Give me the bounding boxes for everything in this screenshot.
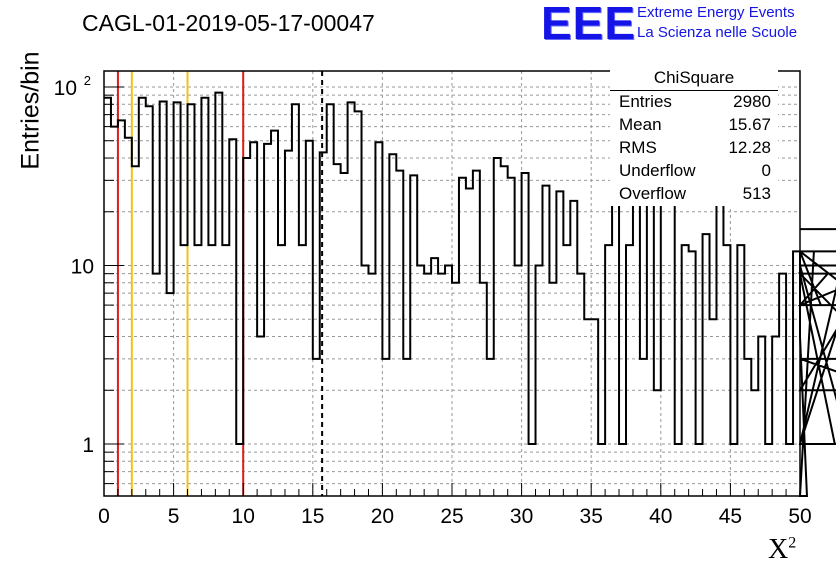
stats-box: ChiSquare Entries 2980 Mean 15.67 RMS 12.28… [610, 68, 778, 206]
y-tick-label-exponent: 2 [84, 73, 91, 88]
stats-value: 513 [742, 184, 771, 203]
histogram-outline [104, 91, 836, 497]
stats-row-mean: Mean 15.67 [619, 115, 771, 135]
stats-label: Entries [619, 92, 672, 111]
stats-title: ChiSquare [653, 68, 735, 87]
axis-ticks: 0 5 10 15 20 25 30 35 40 45 50 1 10 10 2 [54, 73, 812, 528]
stats-label: Underflow [619, 161, 696, 180]
chart-title: CAGL-01-2019-05-17-00047 [82, 10, 375, 36]
stats-value: 15.67 [728, 115, 771, 134]
stats-row-overflow: Overflow 513 [619, 184, 771, 204]
x-tick-label: 15 [301, 505, 324, 528]
stats-label: Overflow [619, 184, 687, 203]
x-tick-label: 0 [98, 505, 110, 528]
y-tick-label: 1 [82, 434, 94, 457]
stats-value: 0 [761, 161, 771, 180]
x-axis-label-symbol: X [768, 534, 789, 565]
logo-subtitle-2: La Scienza nelle Scuole [637, 24, 798, 41]
x-tick-label: 35 [580, 505, 603, 528]
stats-label: Mean [619, 115, 662, 134]
y-tick-label: 10 [54, 77, 77, 100]
stats-row-entries: Entries 2980 [619, 92, 771, 112]
x-axis-label: X2 [768, 534, 796, 566]
eee-logo: EEE [541, 0, 637, 49]
x-tick-label: 5 [168, 505, 180, 528]
stats-row-rms: RMS 12.28 [619, 138, 771, 158]
stats-title-rule [610, 90, 778, 91]
x-tick-label: 30 [510, 505, 533, 528]
x-tick-label: 50 [788, 505, 811, 528]
logo-subtitle-1: Extreme Energy Events [637, 4, 795, 21]
x-tick-label: 45 [719, 505, 742, 528]
stats-row-underflow: Underflow 0 [619, 161, 771, 181]
x-tick-label: 25 [440, 505, 463, 528]
y-tick-label: 10 [71, 256, 94, 279]
x-tick-label: 20 [371, 505, 394, 528]
stats-value: 2980 [733, 92, 771, 111]
x-tick-label: 10 [232, 505, 255, 528]
x-axis-label-superscript: 2 [788, 534, 797, 552]
x-tick-label: 40 [649, 505, 672, 528]
stats-value: 12.28 [728, 138, 771, 157]
stats-label: RMS [619, 138, 657, 157]
